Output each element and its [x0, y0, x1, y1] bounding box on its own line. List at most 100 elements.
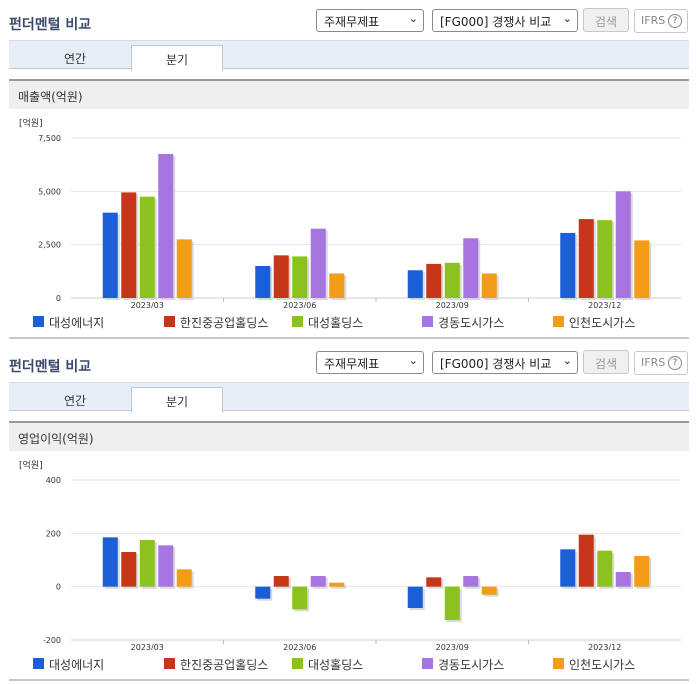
x-tick-label: 2023/09 — [436, 301, 469, 308]
y-tick-label: 2,500 — [38, 241, 61, 250]
statement-select-value: 주재무제표 — [324, 357, 380, 371]
legend-label: 경동도시가스 — [438, 658, 505, 672]
bar — [121, 552, 137, 587]
legend-label: 대성에너지 — [49, 658, 105, 672]
bar — [310, 228, 326, 298]
chevron-down-icon: ⌄ — [562, 12, 572, 25]
bar — [560, 549, 576, 587]
ifrs-help-button[interactable]: IFRS? — [634, 351, 688, 375]
y-tick-label: -200 — [43, 636, 61, 645]
x-tick-label: 2023/03 — [131, 301, 164, 308]
legend-label: 대성에너지 — [49, 316, 105, 330]
x-tick-label: 2023/06 — [283, 643, 316, 650]
bar — [560, 232, 576, 298]
x-tick-label: 2023/12 — [588, 301, 621, 308]
bar — [444, 262, 460, 298]
bar — [426, 577, 442, 587]
panel-header: 펀더멘털 비교 주재무제표 ⌄ [FG000] 경쟁사 비교 ⌄ 검색 IFRS? — [0, 342, 696, 382]
legend-swatch — [292, 658, 303, 669]
bar — [292, 586, 308, 610]
bar-shadow — [331, 584, 347, 589]
chevron-down-icon: ⌄ — [408, 354, 418, 367]
x-tick-label: 2023/03 — [131, 643, 164, 650]
bar — [615, 191, 631, 298]
tab-quarterly[interactable]: 분기 — [131, 45, 223, 71]
bar — [481, 273, 497, 298]
revenue-bar-chart: [억원] 0 2,500 5,000 7,500 2023/03 2023/06 2023/0… — [19, 117, 681, 308]
bar — [255, 586, 271, 599]
tab-quarterly[interactable]: 분기 — [131, 387, 223, 413]
bar — [329, 582, 345, 587]
bar — [176, 569, 192, 587]
y-tick-label: 0 — [56, 583, 61, 592]
bar — [407, 270, 423, 298]
bar — [634, 240, 650, 298]
help-icon: ? — [668, 14, 682, 28]
bar — [463, 576, 479, 587]
unit-label: [억원] — [19, 459, 43, 471]
legend-swatch — [292, 316, 303, 327]
bar — [597, 550, 613, 587]
statement-select[interactable]: 주재무제표 ⌄ — [316, 9, 424, 32]
statement-select[interactable]: 주재무제표 ⌄ — [316, 351, 424, 374]
bar — [273, 576, 289, 587]
bar — [121, 192, 137, 298]
chevron-down-icon: ⌄ — [408, 12, 418, 25]
y-tick-label: 200 — [46, 529, 61, 538]
bar — [578, 219, 594, 298]
legend-label: 한진중공업홀딩스 — [180, 316, 269, 330]
y-tick-label: 0 — [56, 294, 61, 303]
ifrs-label: IFRS — [641, 356, 666, 369]
bar — [481, 586, 497, 595]
bar — [407, 586, 423, 608]
tab-annual[interactable]: 연간 — [63, 394, 87, 408]
bar — [139, 540, 155, 587]
panel-title: 펀더멘털 비교 — [9, 359, 92, 375]
divider — [9, 337, 689, 339]
peer-group-select[interactable]: [FG000] 경쟁사 비교 ⌄ — [432, 351, 578, 374]
bar — [102, 537, 118, 587]
bar — [578, 534, 594, 587]
legend-swatch — [422, 658, 433, 669]
help-icon: ? — [668, 356, 682, 370]
bar — [615, 572, 631, 587]
section-title: 매출액(억원) — [18, 90, 83, 104]
bar — [426, 263, 442, 298]
fundamental-panel-operating-profit: 펀더멘털 비교 주재무제표 ⌄ [FG000] 경쟁사 비교 ⌄ 검색 IFRS? … — [0, 342, 696, 684]
tab-annual[interactable]: 연간 — [63, 52, 87, 66]
bar — [158, 545, 174, 587]
period-tabs: 연간 분기 — [9, 40, 689, 71]
bar — [176, 239, 192, 298]
x-tick-label: 2023/12 — [588, 643, 621, 650]
legend-swatch — [164, 316, 175, 327]
panel-header: 펀더멘털 비교 주재무제표 ⌄ [FG000] 경쟁사 비교 ⌄ 검색 IFRS? — [0, 0, 696, 40]
search-button[interactable]: 검색 — [583, 8, 629, 32]
peer-group-select[interactable]: [FG000] 경쟁사 비교 ⌄ — [432, 9, 578, 32]
bar — [597, 220, 613, 298]
section-title: 영업이익(억원) — [18, 432, 94, 446]
fundamental-panel-revenue: 펀더멘털 비교 주재무제표 ⌄ [FG000] 경쟁사 비교 ⌄ 검색 IFRS? … — [0, 0, 696, 339]
chart-legend: 대성에너지 한진중공업홀딩스 대성홀딩스 경동도시가스 인천도시가스 — [9, 310, 689, 332]
ifrs-label: IFRS — [641, 14, 666, 27]
y-tick-label: 7,500 — [38, 134, 61, 143]
x-tick-label: 2023/06 — [283, 301, 316, 308]
chart-legend: 대성에너지 한진중공업홀딩스 대성홀딩스 경동도시가스 인천도시가스 — [9, 652, 689, 674]
legend-label: 한진중공업홀딩스 — [180, 658, 269, 672]
bar — [158, 154, 174, 298]
legend-swatch — [33, 316, 44, 327]
bar — [255, 266, 271, 298]
bar — [273, 255, 289, 298]
legend-swatch — [553, 658, 564, 669]
bar — [634, 556, 650, 587]
search-button[interactable]: 검색 — [583, 350, 629, 374]
x-tick-label: 2023/09 — [436, 643, 469, 650]
legend-label: 인천도시가스 — [569, 316, 636, 330]
legend-label: 경동도시가스 — [438, 316, 505, 330]
peer-group-select-value: [FG000] 경쟁사 비교 — [440, 15, 552, 29]
bar — [292, 256, 308, 298]
legend-label: 인천도시가스 — [569, 658, 636, 672]
ifrs-help-button[interactable]: IFRS? — [634, 9, 688, 33]
bar — [329, 273, 345, 298]
period-tabs: 연간 분기 — [9, 382, 689, 413]
section-header: 매출액(억원) — [9, 79, 689, 109]
